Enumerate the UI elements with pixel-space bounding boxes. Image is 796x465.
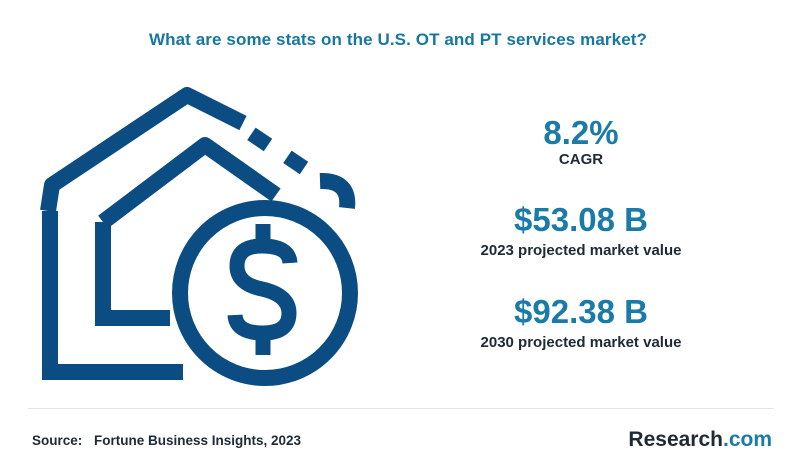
footer-divider xyxy=(28,408,774,409)
brand-logo: Research.com xyxy=(628,428,772,452)
dollar-sign-s xyxy=(227,238,298,341)
roof-dash-2 xyxy=(283,150,309,175)
stat-value: $53.08 B xyxy=(514,201,648,238)
roof-outer xyxy=(40,87,247,213)
roof-right-curve xyxy=(319,173,356,209)
stat-2030-value: $92.38 B 2030 projected market value xyxy=(416,295,746,351)
page-title: What are some stats on the U.S. OT and P… xyxy=(148,30,647,49)
roof-dash-1 xyxy=(247,127,273,152)
wall-outer xyxy=(42,211,183,380)
brand-suffix: .com xyxy=(722,428,772,451)
coin-circle xyxy=(172,200,358,386)
roof-inner xyxy=(98,137,281,229)
wall-inner xyxy=(95,222,170,326)
stat-cagr: 8.2% CAGR xyxy=(416,116,746,168)
stat-label: CAGR xyxy=(558,151,604,168)
source-label: Source: xyxy=(32,433,83,448)
stat-2023-value: $53.08 B 2023 projected market value xyxy=(416,203,746,259)
stat-value: $92.38 B xyxy=(514,293,648,330)
brand-name: Research xyxy=(628,428,723,451)
source-line: Source: Fortune Business Insights, 2023 xyxy=(32,433,301,448)
stat-value: 8.2% xyxy=(543,114,619,151)
source-text: Fortune Business Insights, 2023 xyxy=(94,433,302,448)
stat-label: 2023 projected market value xyxy=(480,242,682,259)
stat-label: 2030 projected market value xyxy=(480,334,682,351)
